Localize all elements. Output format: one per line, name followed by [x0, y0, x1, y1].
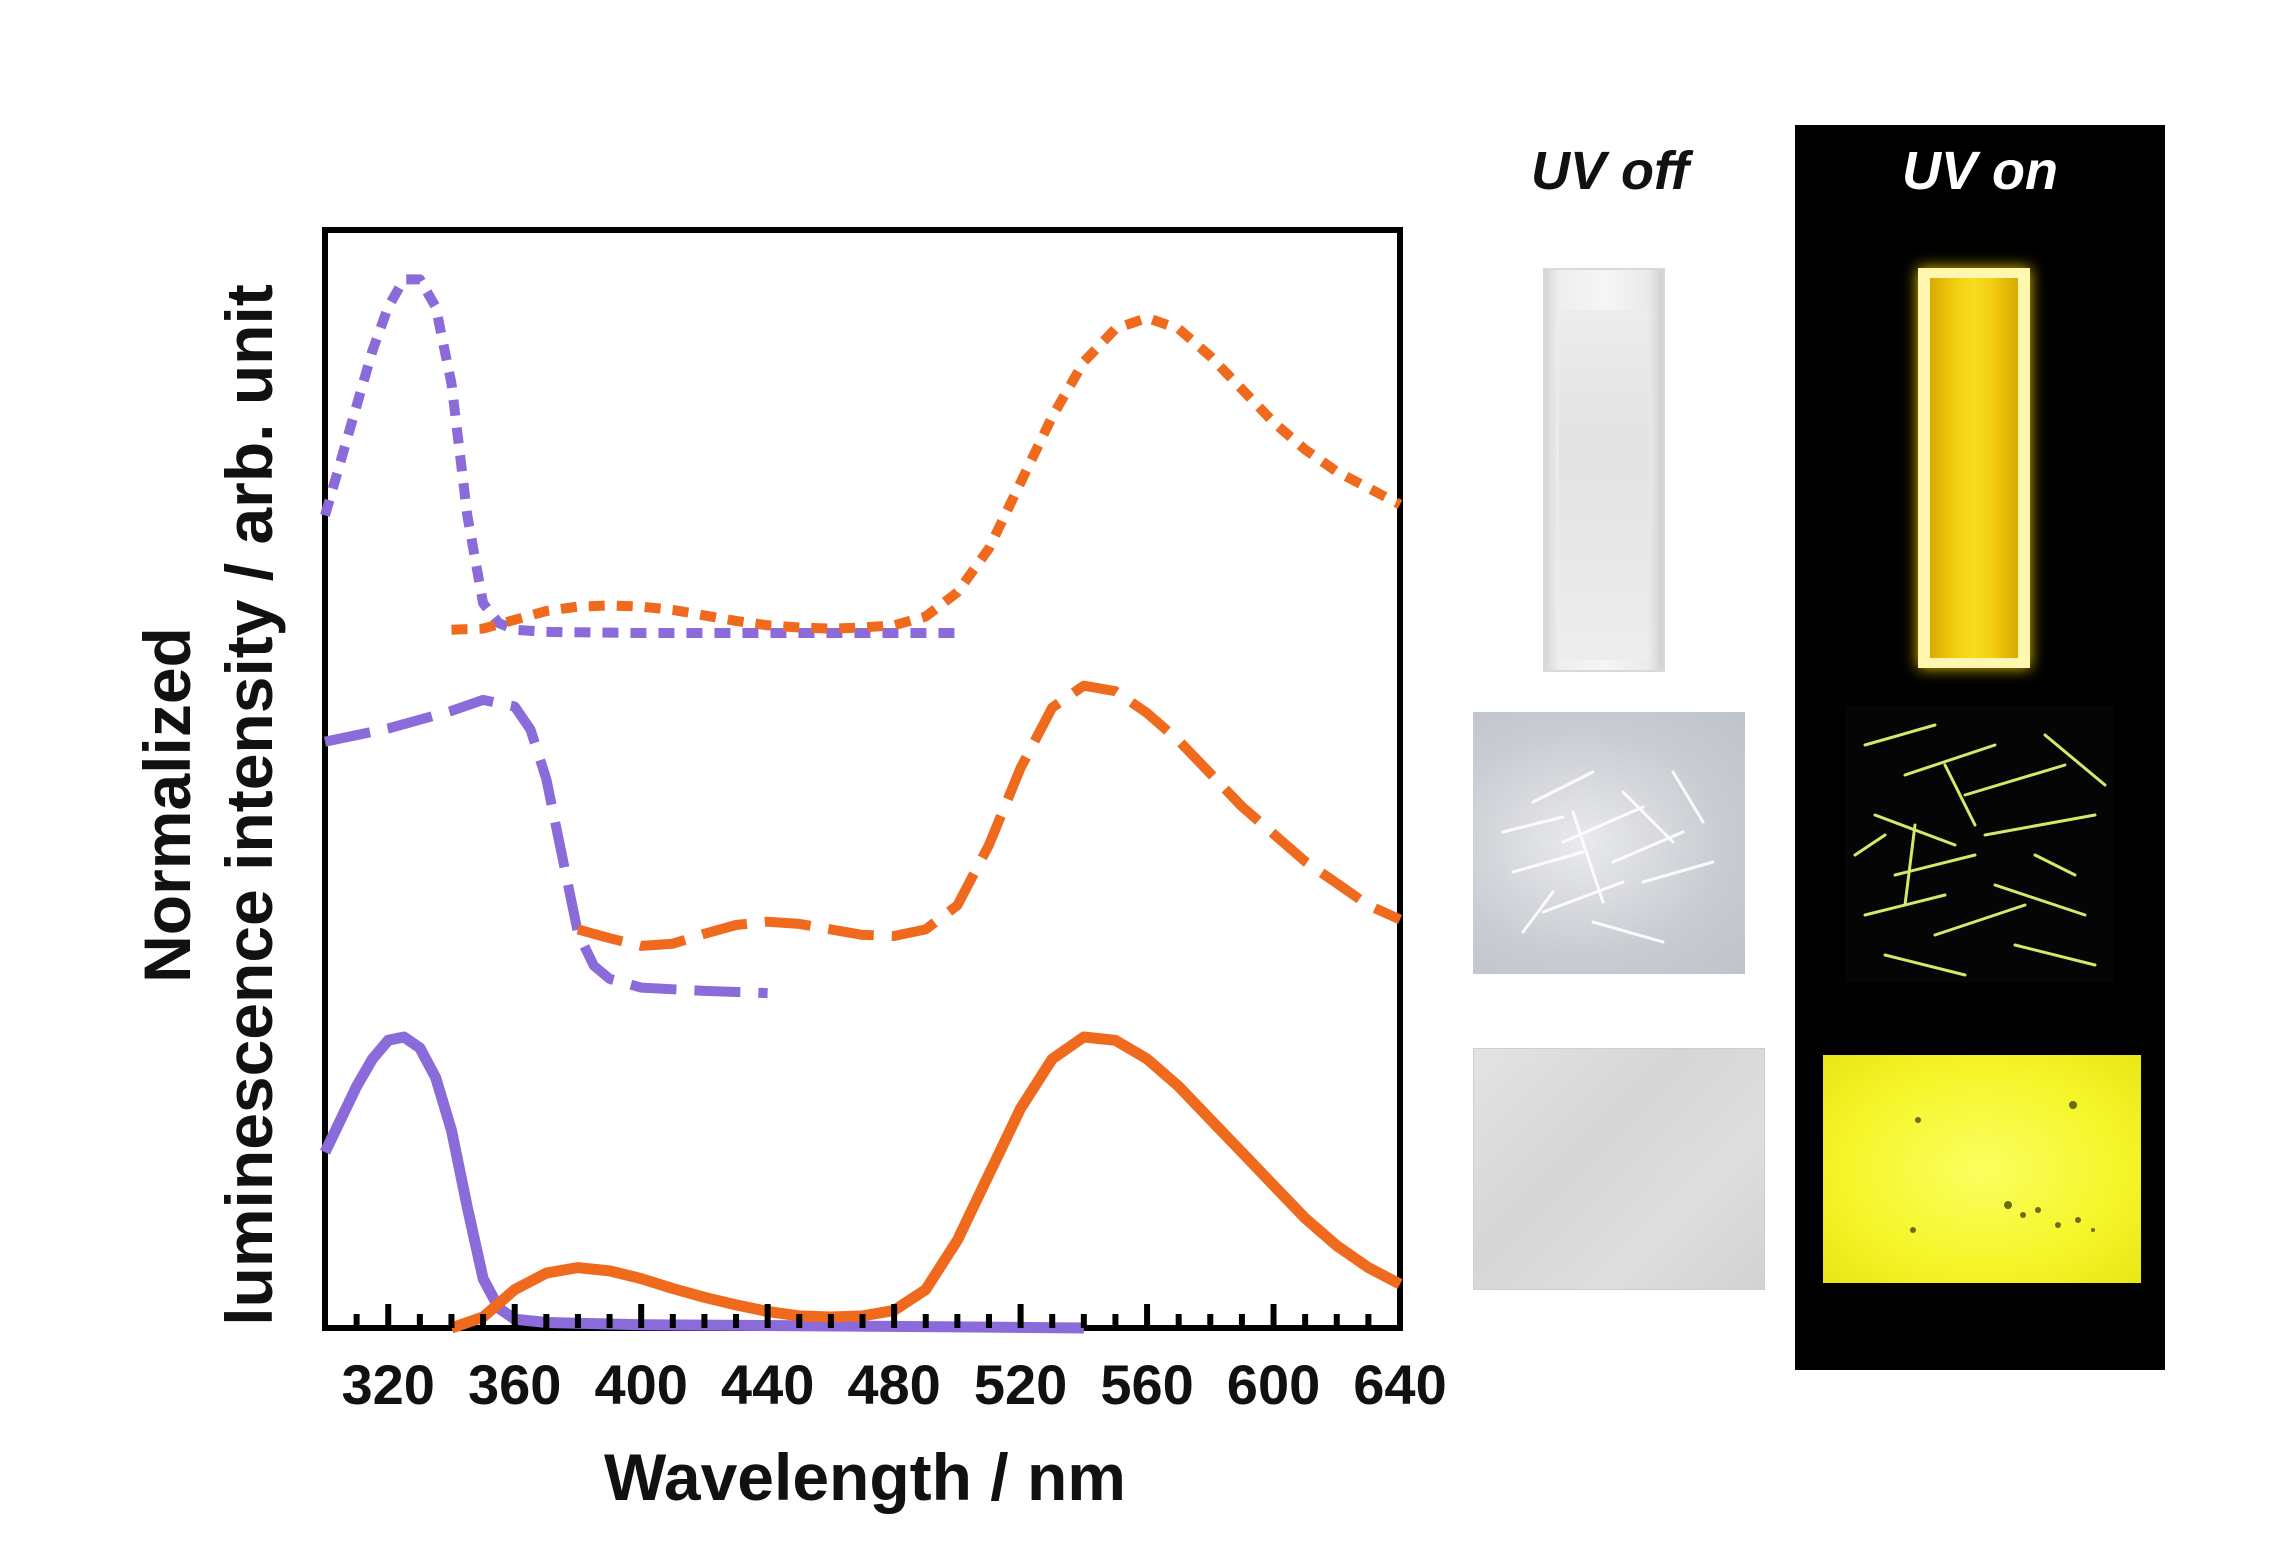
cuvette-uv-off-photo [1543, 268, 1665, 672]
x-tick-label: 440 [721, 1353, 814, 1416]
x-axis-label: Wavelength / nm [604, 1440, 1126, 1514]
crystals-uv-off-photo [1473, 712, 1745, 974]
x-tick-label: 640 [1353, 1353, 1446, 1416]
film-uv-on-specks [1910, 1101, 2095, 1233]
series-emission-crystal [576, 680, 1403, 951]
series-excitation-crystal [323, 694, 768, 999]
cuvette-glow [1930, 278, 2018, 658]
x-tick-label: 480 [847, 1353, 940, 1416]
series-excitation-solution [320, 274, 958, 638]
x-tick-label: 400 [594, 1353, 687, 1416]
x-tick-label: 600 [1227, 1353, 1320, 1416]
x-tick-label: 360 [468, 1353, 561, 1416]
film-uv-off-photo [1473, 1048, 1765, 1290]
x-tick-label: 520 [974, 1353, 1067, 1416]
plot-frame [322, 227, 1403, 1331]
x-tick-label: 320 [342, 1353, 435, 1416]
uv-off-label: UV off [1531, 141, 1689, 201]
film-uv-on-photo [1823, 1055, 2141, 1283]
crystals-uv-on-photo [1845, 705, 2113, 983]
cuvette-liquid [1559, 310, 1649, 660]
y-axis-label-line1: Normalized [130, 627, 204, 983]
crystals-uv-on-needles [1853, 723, 2107, 977]
cuvette-uv-on-photo [1918, 268, 2030, 668]
series-emission-solution [451, 312, 1403, 635]
x-ticks: 320 360 400 440 480 520 560 600 640 [342, 1304, 1447, 1416]
crystals-uv-off-needles [1501, 770, 1715, 944]
series-emission-film [449, 1031, 1403, 1334]
uv-on-label: UV on [1902, 141, 2058, 201]
series-excitation-film [320, 1031, 1084, 1334]
y-axis-label-line2: luminescence intensity / arb. unit [212, 284, 286, 1326]
series-layer [320, 274, 1403, 1334]
x-tick-label: 560 [1100, 1353, 1193, 1416]
spectra-chart: 320 360 400 440 480 520 560 600 640 Wavelength /… [130, 227, 1447, 1514]
